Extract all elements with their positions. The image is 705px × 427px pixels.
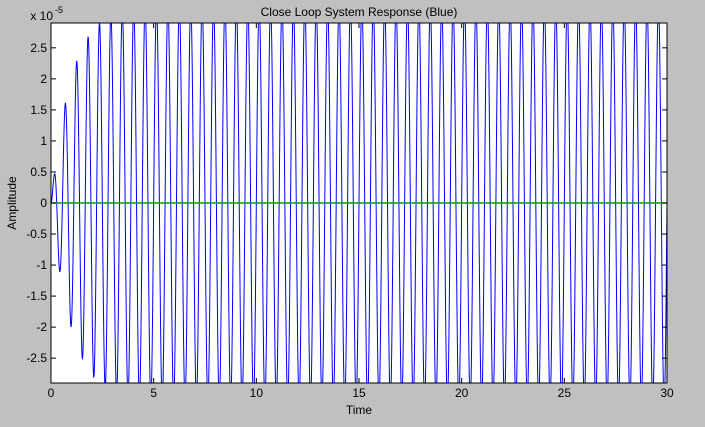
x-tick-label: 0 xyxy=(48,386,55,400)
y-ticks: 2.5 2 1.5 1 0.5 0 -0.5 -1 -1.5 -2 -2.5 xyxy=(26,41,667,365)
x-tick-label: 5 xyxy=(150,386,157,400)
y-tick-label: 0.5 xyxy=(30,165,47,179)
x-tick-label: 10 xyxy=(250,386,264,400)
y-tick-label: 2.5 xyxy=(30,41,47,55)
y-tick-label: -2 xyxy=(36,320,47,334)
x-tick-label: 25 xyxy=(558,386,572,400)
x-tick-label: 30 xyxy=(660,386,674,400)
series-layer xyxy=(51,23,667,383)
x-ticks: 0 5 10 15 20 25 30 xyxy=(48,23,674,400)
y-tick-label: -0.5 xyxy=(26,227,47,241)
y-tick-label: -2.5 xyxy=(26,351,47,365)
y-axis-label: Amplitude xyxy=(5,176,19,230)
x-tick-label: 20 xyxy=(455,386,469,400)
chart-title: Close Loop System Response (Blue) xyxy=(261,5,458,19)
y-tick-label: 2 xyxy=(40,72,47,86)
y-exponent-power: -5 xyxy=(55,5,63,15)
y-exponent-base: x 10 xyxy=(30,9,53,23)
x-axis-label: Time xyxy=(346,403,373,417)
y-tick-label: 1.5 xyxy=(30,103,47,117)
y-tick-label: 0 xyxy=(40,196,47,210)
y-tick-label: -1.5 xyxy=(26,289,47,303)
y-tick-label: 1 xyxy=(40,134,47,148)
x-tick-label: 15 xyxy=(352,386,366,400)
y-tick-label: -1 xyxy=(36,258,47,272)
